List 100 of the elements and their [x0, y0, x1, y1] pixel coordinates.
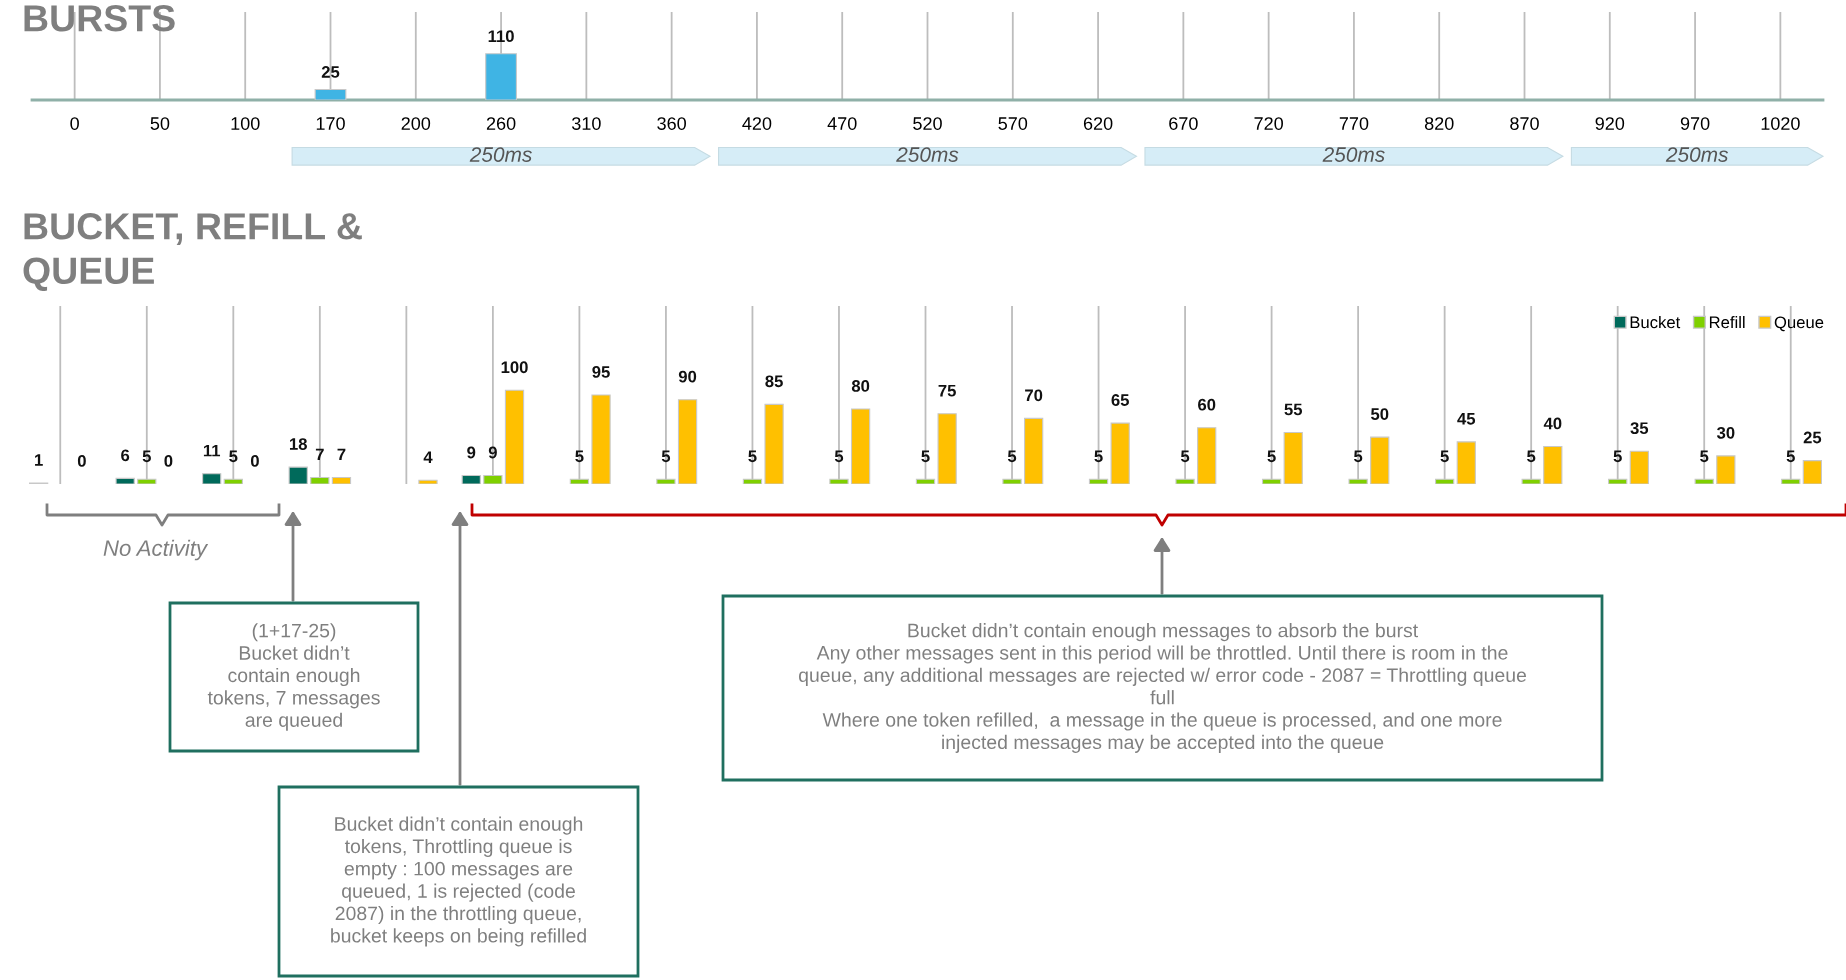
data-label: 5	[1613, 450, 1622, 463]
data-label: 5	[575, 450, 584, 463]
x-tick-label: 820	[1424, 117, 1454, 130]
bar	[1802, 460, 1823, 484]
data-label: 90	[678, 370, 697, 383]
text: 250ms	[469, 147, 532, 162]
data-label: 1	[35, 454, 43, 466]
x-tick-label: 420	[742, 117, 772, 130]
bar	[764, 403, 784, 484]
data-label: 11	[203, 444, 221, 457]
data-label: 65	[1111, 394, 1129, 406]
data-label: 75	[938, 384, 956, 397]
data-label: 5	[229, 450, 238, 463]
text: 250ms	[896, 147, 959, 162]
data-label: 7	[337, 448, 346, 461]
x-tick-label: 870	[1510, 117, 1539, 130]
data-label: 60	[1198, 398, 1216, 411]
data-label: 0	[250, 455, 259, 467]
bar	[504, 389, 525, 484]
bar	[1716, 455, 1736, 484]
legend-label: Bucket	[1630, 316, 1681, 329]
text: Bucket didn’t contain enough tokens, Throttling queue is empty : 100 messages are queued, 1 is rejected (code 2087) in the throttling queue, bucket keeps on being refilled	[331, 816, 586, 947]
chart-title: BURSTS	[24, 4, 175, 32]
data-label: 70	[1025, 389, 1043, 402]
bar	[1629, 450, 1649, 484]
data-label: 6	[121, 449, 130, 462]
x-tick-label: 770	[1339, 117, 1369, 130]
bar	[850, 408, 871, 484]
bar	[591, 394, 611, 484]
data-label: 5	[1180, 450, 1190, 463]
data-label: 5	[1786, 450, 1795, 463]
x-tick-label: 670	[1169, 117, 1198, 130]
text: 250ms	[1322, 147, 1385, 162]
x-tick-label: 570	[998, 117, 1028, 130]
data-label: 5	[1267, 450, 1276, 463]
x-tick-label: 100	[231, 117, 260, 130]
x-tick-label: 920	[1595, 117, 1625, 130]
data-label: 110	[488, 30, 514, 43]
data-label: 5	[921, 450, 930, 463]
data-label: 35	[1630, 422, 1649, 435]
x-tick-label: 260	[486, 117, 516, 130]
x-tick-label: 520	[913, 117, 942, 130]
bar	[1024, 417, 1044, 484]
x-tick-label: 50	[150, 117, 170, 130]
data-label: 5	[661, 450, 671, 463]
data-label: 5	[834, 450, 844, 463]
data-label: 5	[1094, 450, 1103, 463]
x-tick-label: 170	[316, 117, 345, 130]
data-label: 25	[1803, 431, 1822, 444]
x-tick-label: 200	[401, 117, 431, 130]
data-label: 5	[1440, 450, 1449, 463]
bar	[1197, 427, 1217, 484]
bar	[1283, 431, 1303, 484]
x-tick-label: 620	[1083, 117, 1113, 130]
data-label: 80	[851, 380, 870, 392]
legend-label: Refill	[1709, 316, 1745, 329]
data-label: 5	[1700, 450, 1709, 463]
data-label: 9	[488, 446, 497, 459]
x-tick-label: 470	[827, 117, 857, 130]
data-label: 9	[467, 446, 476, 459]
text: (1+17-25) Bucket didn’t contain enough tokens, 7 messages are queued	[207, 623, 380, 731]
data-label: 100	[501, 361, 528, 374]
data-label: 4	[423, 451, 433, 463]
data-label: 7	[315, 448, 324, 461]
chart-title: BUCKET, REFILL & QUEUE	[23, 212, 362, 292]
bar	[115, 477, 135, 484]
data-label: 5	[1354, 450, 1363, 463]
x-tick-label: 1020	[1761, 117, 1800, 130]
bar	[1110, 422, 1130, 484]
bar	[288, 466, 308, 484]
x-tick-label: 970	[1680, 117, 1710, 130]
data-label: 45	[1457, 413, 1476, 425]
x-tick-label: 360	[657, 117, 686, 130]
bar	[1370, 436, 1390, 484]
data-label: 0	[77, 455, 86, 467]
bar	[937, 413, 957, 484]
x-tick-label: 720	[1254, 117, 1283, 130]
data-label: 0	[164, 455, 173, 467]
bar	[1456, 441, 1476, 484]
bar	[418, 479, 438, 484]
data-label: 30	[1716, 426, 1735, 439]
data-label: 18	[289, 438, 307, 450]
data-label: 40	[1543, 417, 1562, 430]
bar	[202, 473, 222, 484]
text: Bucket didn’t contain enough messages to absorb the burst Any other messages sent in this period will be throttled. Until there is room in the queue, any additional messages are rejected w/ error code - 2087 = Throttling queue full Where one token refilled, a message in the queue is processed, and one more injected messages may be accepted into the queue	[798, 623, 1527, 753]
data-label: 95	[592, 366, 610, 378]
data-label: 5	[142, 450, 151, 463]
bar	[461, 475, 481, 484]
x-tick-label: 0	[70, 117, 79, 130]
bar	[331, 476, 352, 484]
data-label: 85	[765, 375, 783, 388]
data-label: 5	[1527, 450, 1536, 463]
text: No Activity	[103, 539, 209, 561]
bar	[677, 399, 698, 484]
text: 250ms	[1665, 147, 1729, 162]
data-label: 50	[1370, 408, 1389, 420]
bar	[1543, 445, 1563, 484]
data-label: 55	[1284, 403, 1303, 416]
x-tick-label: 310	[571, 117, 601, 130]
data-label: 25	[321, 66, 340, 78]
